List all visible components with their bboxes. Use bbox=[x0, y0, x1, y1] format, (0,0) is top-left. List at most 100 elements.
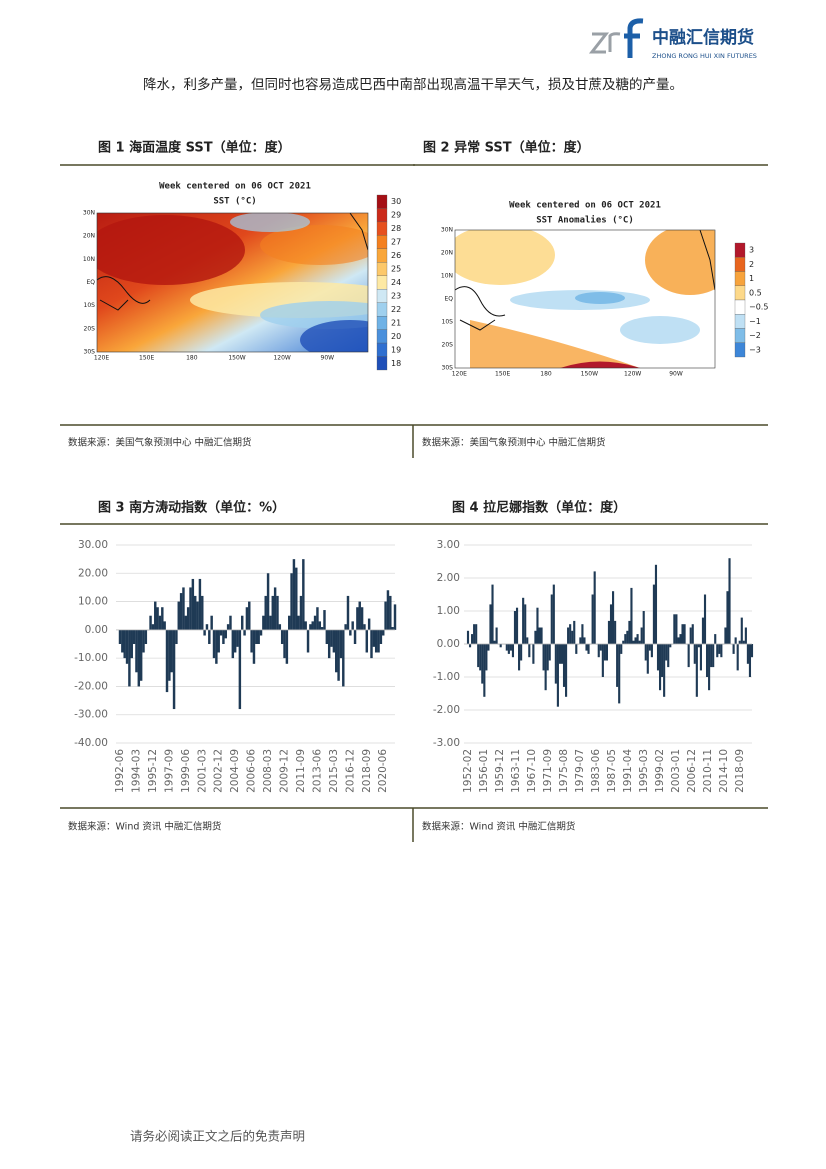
bar bbox=[607, 620, 611, 644]
bar bbox=[337, 629, 340, 681]
bar bbox=[746, 644, 749, 664]
bar bbox=[273, 587, 277, 630]
x-tick-label: 2016-12 bbox=[344, 749, 356, 793]
colorbar-label: 24 bbox=[391, 278, 401, 287]
bar bbox=[734, 637, 737, 644]
bar bbox=[466, 630, 470, 644]
x-tick-label: 1999-02 bbox=[654, 749, 666, 793]
x-tick-label: 2003-01 bbox=[670, 749, 682, 793]
bar bbox=[311, 621, 314, 630]
x-tick-label: 2004-09 bbox=[229, 749, 241, 793]
x-tick-label: 2008-03 bbox=[262, 749, 274, 793]
bar bbox=[703, 594, 707, 644]
bar bbox=[389, 595, 392, 630]
x-tick-label: 2001-03 bbox=[196, 749, 208, 793]
x-tick-label: 2006-12 bbox=[686, 749, 698, 793]
bar bbox=[616, 644, 619, 687]
y-tick-label: -10.00 bbox=[74, 652, 108, 664]
bar bbox=[309, 624, 312, 630]
lon-label: 120E bbox=[94, 355, 109, 362]
bar bbox=[697, 644, 700, 648]
bar bbox=[290, 573, 293, 630]
colorbar-swatch bbox=[376, 208, 388, 223]
bar bbox=[193, 595, 197, 630]
bar bbox=[219, 629, 223, 636]
colorbar-swatch bbox=[376, 329, 388, 344]
bar bbox=[297, 615, 300, 630]
source: 数据来源：Wind 资讯 中融汇信期货 bbox=[422, 821, 575, 833]
bar bbox=[252, 629, 256, 664]
x-tick-label: 2013-06 bbox=[311, 749, 323, 793]
bar bbox=[266, 573, 270, 630]
bar bbox=[642, 611, 645, 644]
bar bbox=[391, 627, 394, 630]
bar bbox=[571, 630, 574, 644]
x-tick-label: 2014-10 bbox=[718, 749, 730, 793]
lat-label: 20N bbox=[441, 250, 453, 257]
x-tick-label: 1997-09 bbox=[163, 749, 175, 793]
colorbar-swatch bbox=[376, 221, 388, 236]
bar bbox=[156, 607, 159, 630]
bar bbox=[161, 607, 164, 630]
bar bbox=[295, 567, 298, 630]
colorbar-label: 23 bbox=[391, 291, 401, 300]
bar bbox=[302, 559, 305, 630]
bar bbox=[198, 578, 202, 630]
bar bbox=[191, 578, 195, 630]
y-tick-label: -1.00 bbox=[433, 671, 460, 683]
y-tick-label: -20.00 bbox=[74, 680, 108, 692]
bar bbox=[611, 591, 615, 644]
bar bbox=[638, 640, 641, 644]
colorbar-swatch bbox=[376, 235, 388, 249]
x-tick-label: 2018-09 bbox=[361, 749, 373, 793]
bar bbox=[353, 629, 357, 644]
bar bbox=[652, 584, 655, 644]
y-tick-label: -40.00 bbox=[74, 737, 108, 749]
bar bbox=[701, 617, 705, 644]
figure-title: 图 2 异常 SST（单位：度） bbox=[423, 140, 590, 156]
bar bbox=[149, 615, 152, 630]
bar bbox=[473, 624, 476, 644]
colorbar-swatch bbox=[376, 262, 388, 276]
bar bbox=[548, 644, 551, 661]
bar bbox=[269, 615, 272, 630]
lat-label: 30S bbox=[84, 349, 96, 356]
colorbar-swatch bbox=[376, 275, 388, 290]
bar bbox=[485, 644, 488, 671]
bar bbox=[175, 629, 178, 644]
bar bbox=[681, 624, 684, 644]
colorbar-swatch bbox=[376, 248, 388, 263]
lat-label: 10N bbox=[83, 256, 95, 263]
bar bbox=[646, 644, 649, 674]
x-tick-label: 1999-06 bbox=[180, 749, 192, 793]
x-tick-label: 1983-06 bbox=[590, 749, 602, 793]
colorbar-swatch bbox=[376, 342, 388, 357]
bar bbox=[560, 644, 564, 664]
bar bbox=[699, 644, 702, 671]
bar bbox=[280, 629, 284, 644]
bar bbox=[320, 627, 324, 630]
source: 数据来源：美国气象预测中心 中融汇信期货 bbox=[422, 437, 606, 449]
x-tick-label: 1994-03 bbox=[130, 749, 142, 793]
bar bbox=[493, 640, 496, 644]
logo-en: ZHONG RONG HUI XIN FUTURES bbox=[652, 52, 757, 60]
source: 数据来源：美国气象预测中心 中融汇信期货 bbox=[68, 437, 252, 449]
x-tick-label: 2010-11 bbox=[702, 749, 714, 793]
bar bbox=[323, 610, 326, 630]
bar bbox=[374, 629, 378, 653]
x-tick-label: 1975-08 bbox=[558, 749, 570, 793]
colorbar-swatch bbox=[376, 356, 388, 371]
bar bbox=[736, 644, 739, 671]
bar bbox=[544, 644, 547, 691]
bar bbox=[487, 644, 490, 651]
bar bbox=[360, 607, 364, 630]
bar bbox=[205, 624, 209, 630]
bar bbox=[614, 620, 617, 644]
bar bbox=[118, 629, 122, 644]
bar bbox=[351, 621, 354, 630]
map-subtitle: SST Anomalies (°C) bbox=[536, 215, 634, 226]
bar bbox=[620, 644, 623, 654]
colorbar-swatch bbox=[734, 271, 746, 286]
y-tick-label: 20.00 bbox=[78, 567, 108, 579]
bar bbox=[495, 627, 498, 644]
